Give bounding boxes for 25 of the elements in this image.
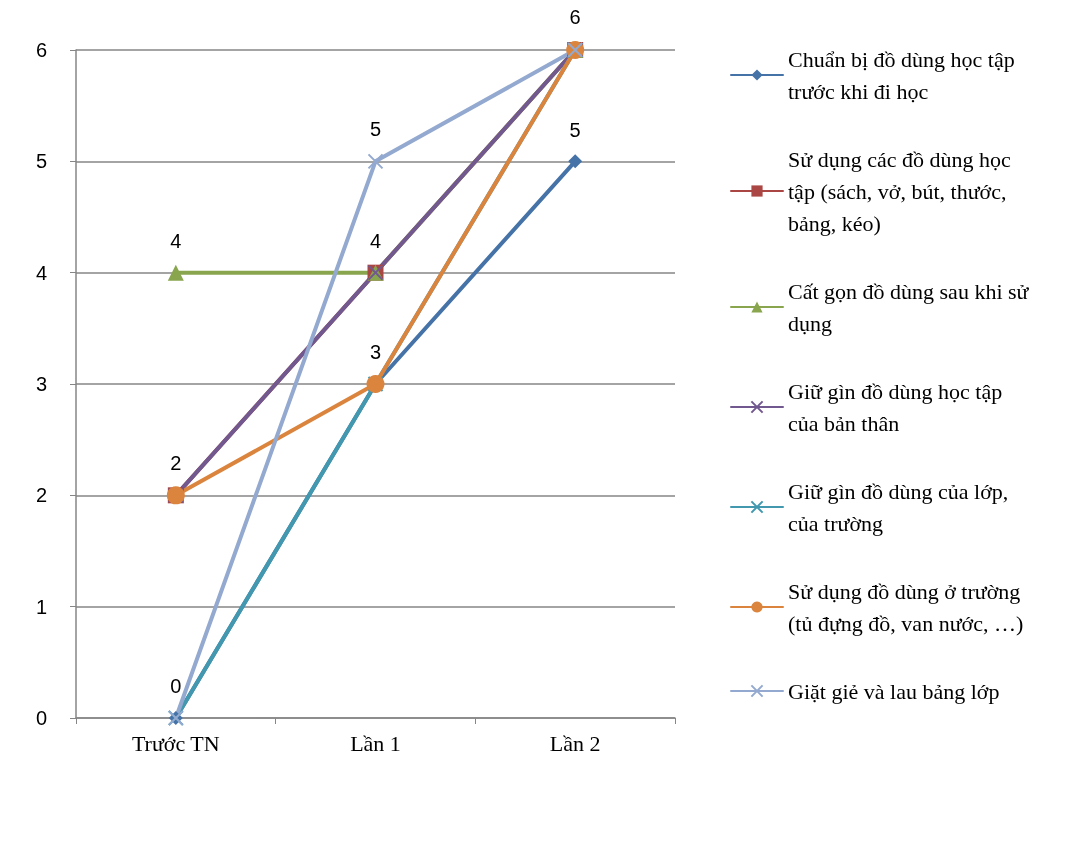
data-label: 4 [170, 229, 182, 252]
y-tick-label: 3 [36, 373, 48, 395]
legend-label: Giặt giẻ và lau bảng lớp [788, 678, 1000, 704]
y-tick-label: 1 [36, 595, 48, 618]
legend-label: Giữ gìn đồ dùng của lớp, của trường [788, 478, 1014, 536]
data-label: 4 [369, 229, 382, 252]
legend-label: Sử dụng đồ dùng ở trường (tủ đựng đồ, van nước, …) [788, 578, 1026, 636]
y-tick-label: 4 [36, 261, 48, 284]
data-label: 5 [369, 118, 382, 141]
y-tick-label: 2 [36, 484, 48, 507]
legend-label: Giữ gìn đồ dùng học tập của bản thân [788, 378, 1008, 436]
x-tick-label: Lần 2 [549, 730, 601, 756]
x-tick-label: Trước TN [131, 730, 220, 756]
legend-label: Chuẩn bị đồ dùng học tập trước khi đi học [788, 46, 1021, 104]
y-tick-label: 0 [36, 707, 48, 729]
legend-label: Sử dụng các đồ dùng học tập (sách, vở, bút, thước, bảng, kéo) [788, 146, 1017, 236]
legend-label: Cất gọn đồ dùng sau khi sử dụng [788, 278, 1034, 336]
data-label: 6 [569, 6, 581, 28]
x-tick-label: Lần 1 [350, 730, 401, 756]
data-label: 0 [170, 675, 182, 697]
y-tick-label: 5 [36, 150, 48, 173]
data-label: 5 [569, 119, 581, 142]
data-label: 3 [369, 341, 382, 363]
y-tick-label: 6 [36, 39, 48, 61]
data-label: 2 [170, 452, 182, 475]
